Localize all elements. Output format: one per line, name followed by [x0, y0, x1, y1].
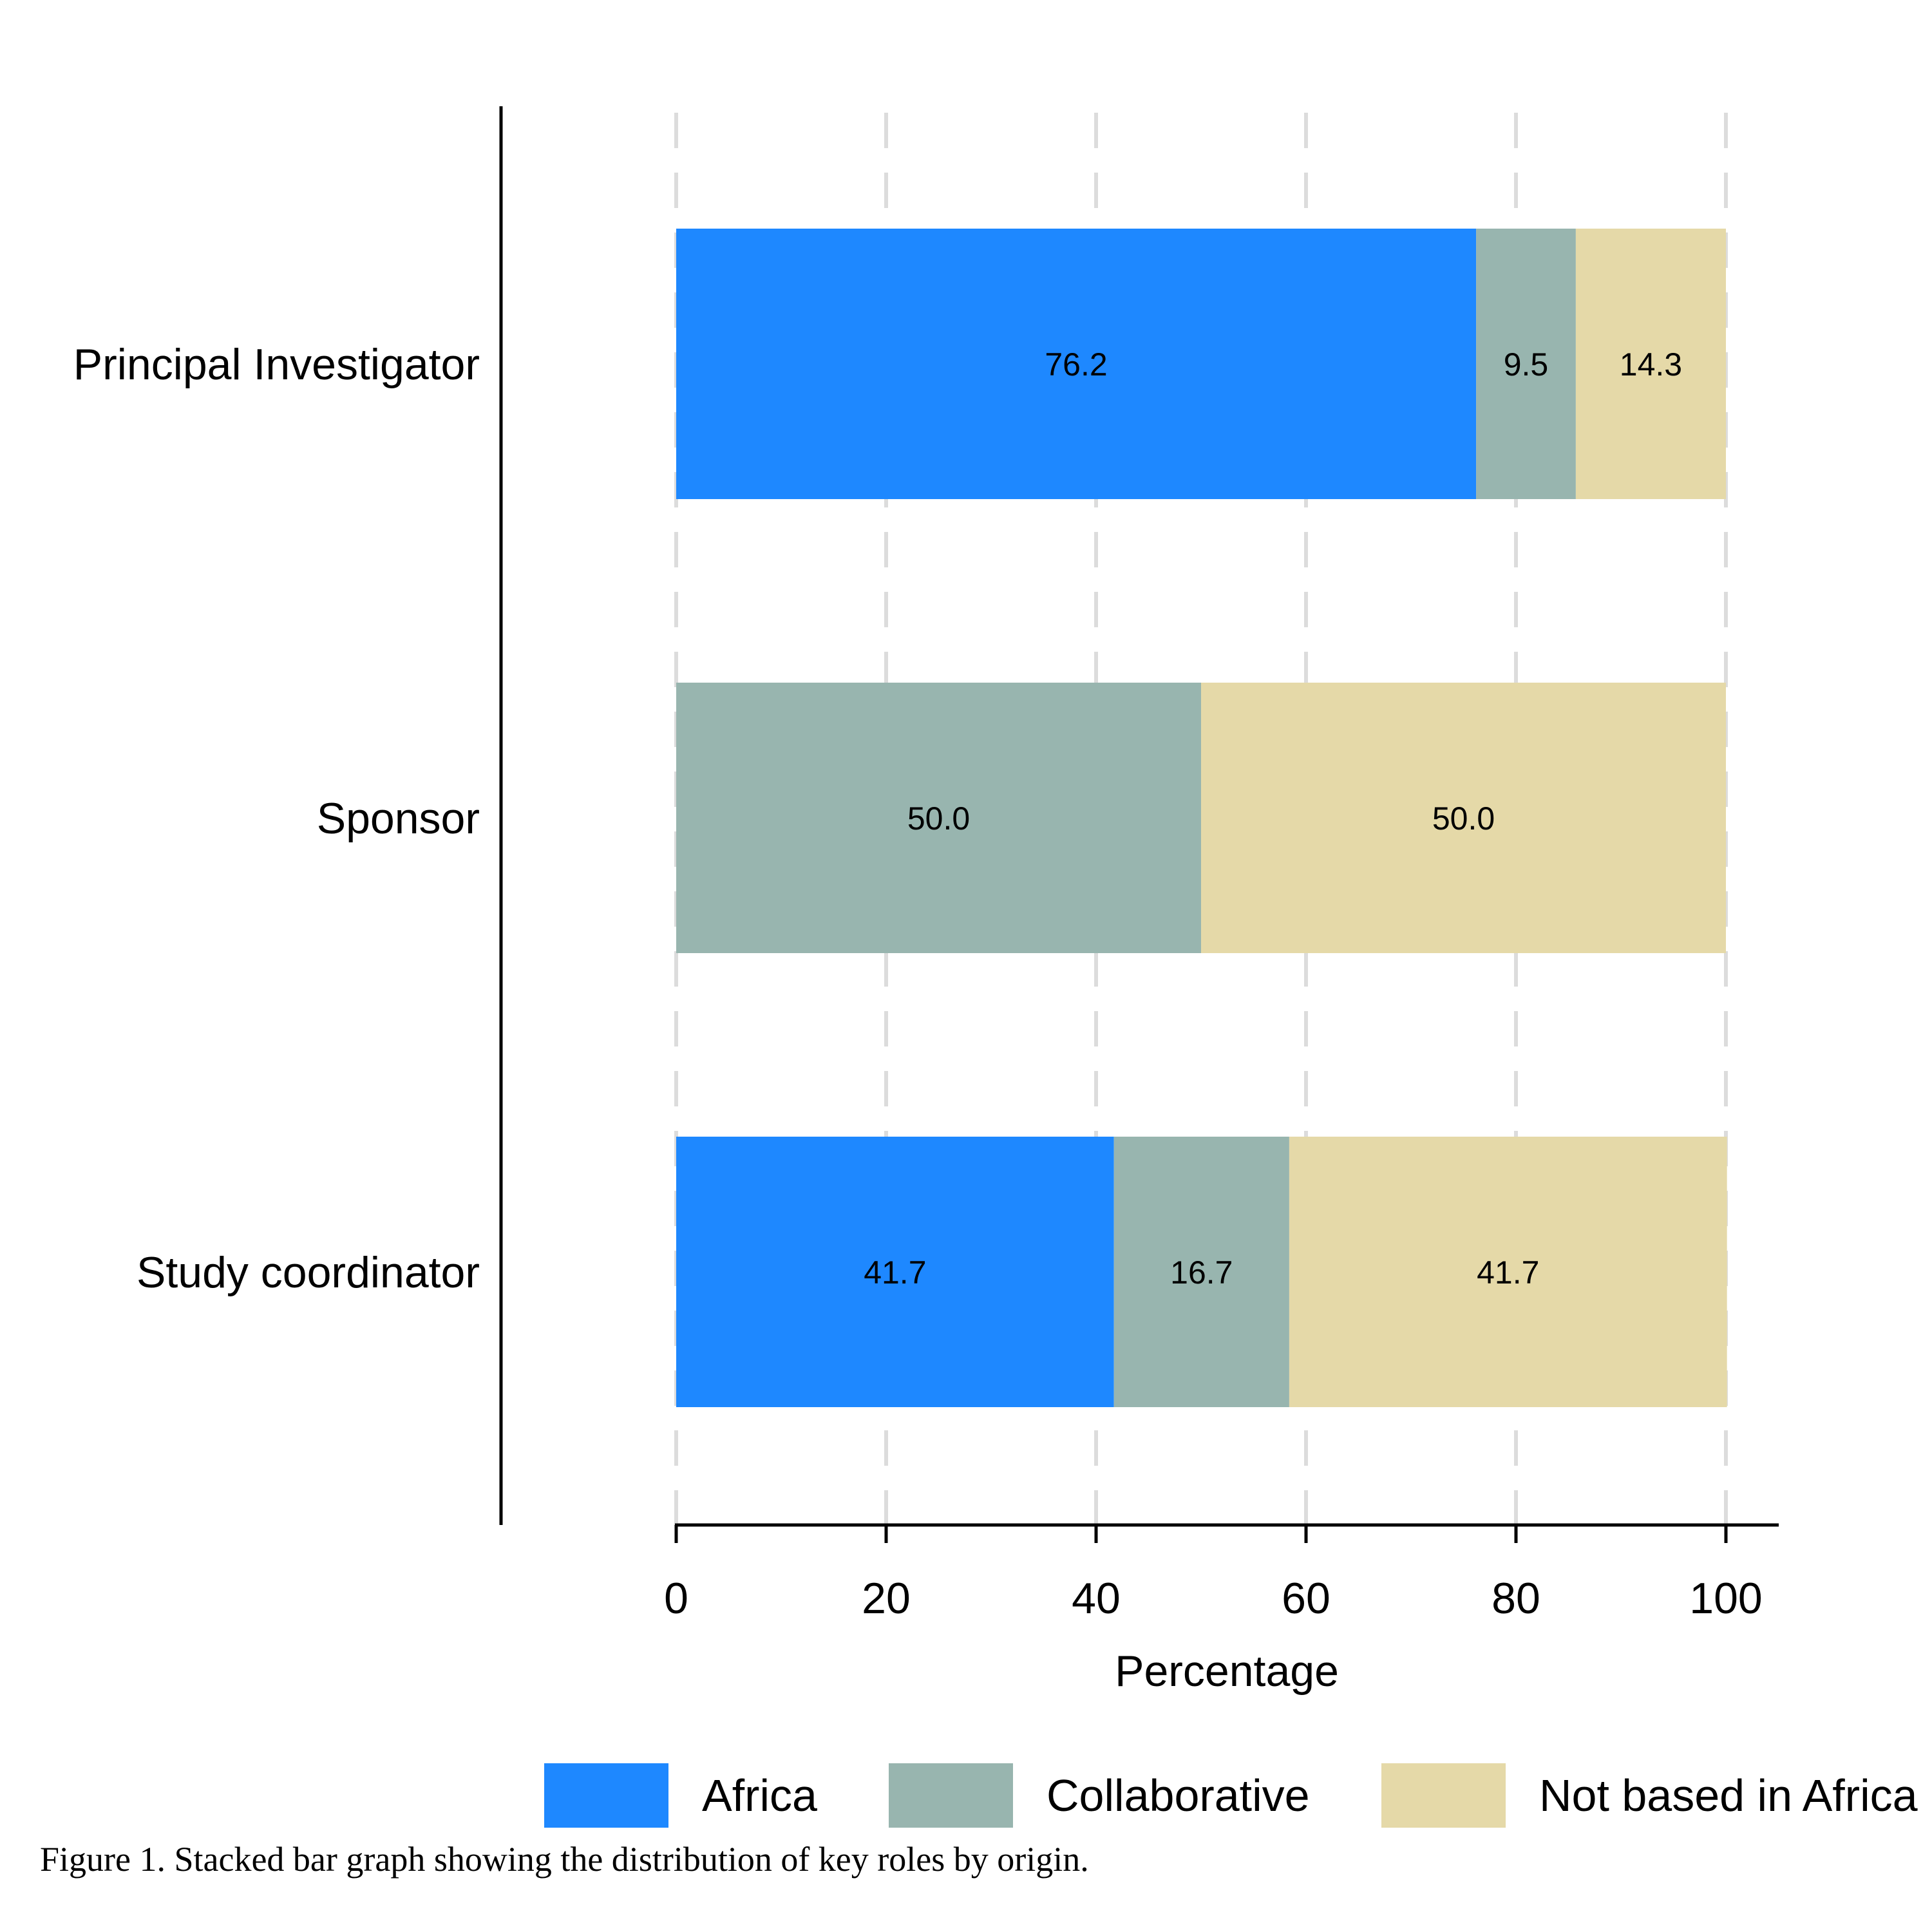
axes	[499, 106, 1779, 1543]
legend-swatch-0	[544, 1763, 668, 1828]
bar-value-label-1-2: 50.0	[1432, 800, 1495, 837]
legend: Africa Collaborative Not based in Africa	[544, 1763, 1918, 1828]
x-tick-label-5: 100	[1689, 1574, 1762, 1623]
bar-value-label-0-1: 9.5	[1504, 346, 1549, 383]
x-tick-label-4: 80	[1492, 1574, 1540, 1623]
bar-value-label-1-1: 50.0	[907, 800, 970, 837]
labels: 76.2 9.5 14.3 Principal Investigator 50.0 50.…	[73, 340, 1763, 1696]
bar-segment-2-0	[676, 1137, 1114, 1407]
legend-label-2: Not based in Africa	[1539, 1770, 1918, 1821]
x-tick-label-1: 20	[862, 1574, 911, 1623]
bar-segment-1-1	[676, 683, 1201, 953]
category-label-0: Principal Investigator	[73, 340, 480, 389]
category-label-1: Sponsor	[317, 794, 480, 843]
category-label-2: Study coordinator	[137, 1248, 480, 1297]
bar-segment-0-1	[1476, 229, 1576, 499]
bar-segment-2-1	[1113, 1137, 1289, 1407]
legend-label-1: Collaborative	[1046, 1770, 1310, 1821]
x-tick-label-0: 0	[664, 1574, 688, 1623]
legend-swatch-2	[1381, 1763, 1506, 1828]
bar-value-label-2-1: 16.7	[1170, 1255, 1233, 1291]
legend-label-0: Africa	[702, 1770, 817, 1821]
legend-swatch-1	[889, 1763, 1013, 1828]
bars	[676, 229, 1727, 1407]
figure-caption: Figure 1. Stacked bar graph showing the …	[40, 1840, 1089, 1879]
x-axis-title: Percentage	[1115, 1647, 1339, 1696]
x-tick-label-3: 60	[1282, 1574, 1331, 1623]
bar-value-label-0-2: 14.3	[1620, 346, 1682, 383]
bar-segment-1-2	[1201, 683, 1726, 953]
bar-segment-2-2	[1289, 1137, 1727, 1407]
bar-segment-0-2	[1575, 229, 1726, 499]
bar-value-label-0-0: 76.2	[1045, 346, 1107, 383]
x-tick-label-2: 40	[1072, 1574, 1121, 1623]
bar-value-label-2-2: 41.7	[1477, 1255, 1539, 1291]
bar-segment-0-0	[676, 229, 1477, 499]
bar-value-label-2-0: 41.7	[864, 1255, 926, 1291]
